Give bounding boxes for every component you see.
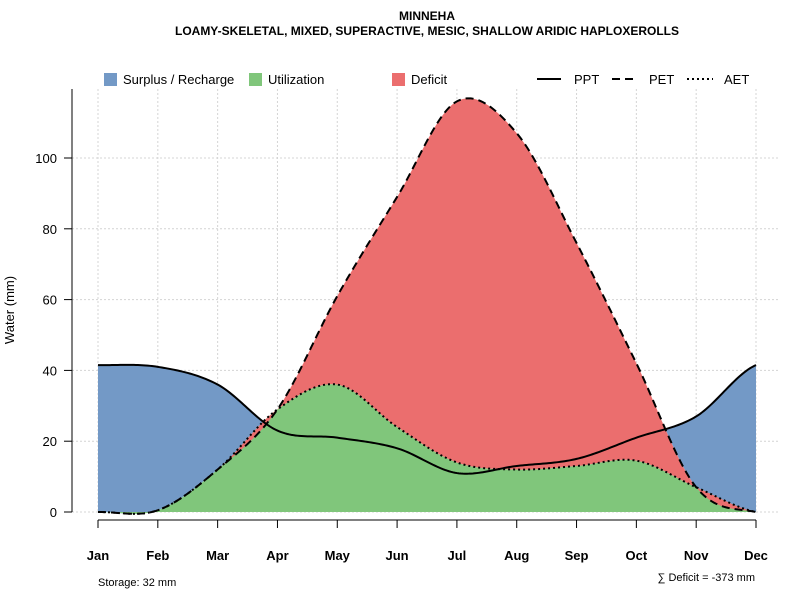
x-ticks: Jan Feb Mar Apr May Jun Jul Aug Sep Oct Nov Dec <box>87 520 768 563</box>
y-tick-label: 100 <box>35 151 57 166</box>
x-tick-label-sep: Sep <box>565 548 589 563</box>
y-tick-label: 40 <box>43 363 57 378</box>
x-tick-label-dec: Dec <box>744 548 768 563</box>
x-tick-label-jan: Jan <box>87 548 109 563</box>
area-utilization <box>98 384 756 514</box>
legend-swatch-utilization <box>249 73 262 86</box>
x-tick-label-nov: Nov <box>684 548 709 563</box>
x-tick-label-jul: Jul <box>448 548 467 563</box>
legend-label-deficit: Deficit <box>411 72 448 87</box>
x-tick-label-feb: Feb <box>146 548 169 563</box>
series-line-ppt <box>97 363 757 475</box>
y-tick-label: 80 <box>43 222 57 237</box>
x-tick-label-apr: Apr <box>266 548 288 563</box>
x-tick-label-jun: Jun <box>386 548 409 563</box>
legend-label-aet: AET <box>724 72 749 87</box>
x-tick-label-oct: Oct <box>626 548 648 563</box>
areas <box>98 98 756 514</box>
legend-label-ppt: PPT <box>574 72 599 87</box>
legend: Surplus / Recharge Utilization Deficit P… <box>104 72 749 87</box>
legend-swatch-deficit <box>392 73 405 86</box>
legend-label-pet: PET <box>649 72 674 87</box>
y-ticks: 0 20 40 60 80 100 <box>35 151 72 520</box>
legend-label-utilization: Utilization <box>268 72 324 87</box>
area-surplus-recharge <box>98 98 756 514</box>
y-tick-label: 20 <box>43 434 57 449</box>
series-line-pet <box>97 97 757 515</box>
series-lines <box>97 97 757 515</box>
x-tick-label-may: May <box>325 548 351 563</box>
x-tick-label-aug: Aug <box>504 548 529 563</box>
y-tick-label: 60 <box>43 293 57 308</box>
y-tick-label: 0 <box>50 505 57 520</box>
y-axis-label: Water (mm) <box>2 276 17 344</box>
x-tick-label-mar: Mar <box>206 548 229 563</box>
legend-label-surplus: Surplus / Recharge <box>123 72 234 87</box>
area-deficit <box>98 98 756 514</box>
deficit-annotation: ∑ Deficit = -373 mm <box>658 572 755 584</box>
storage-annotation: Storage: 32 mm <box>98 577 176 589</box>
chart-title: MINNEHA <box>399 9 455 23</box>
legend-swatch-surplus <box>104 73 117 86</box>
chart-subtitle: LOAMY-SKELETAL, MIXED, SUPERACTIVE, MESI… <box>175 24 679 38</box>
